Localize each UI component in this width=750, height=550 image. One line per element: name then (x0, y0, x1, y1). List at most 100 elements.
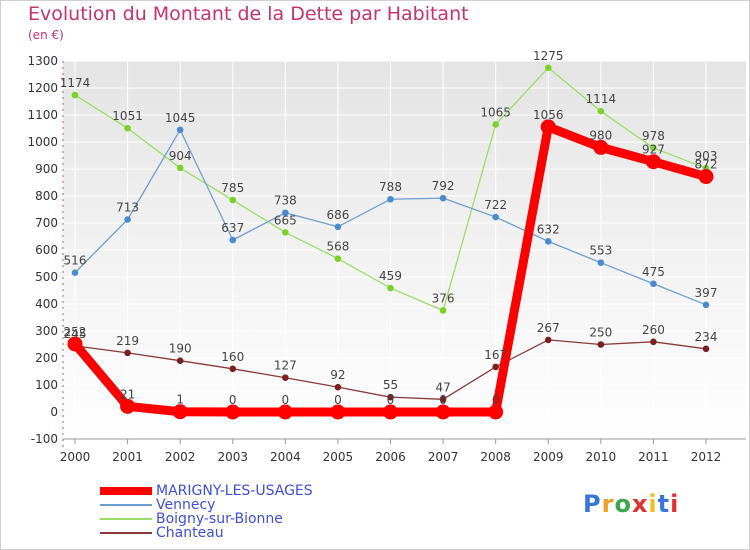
logo-letter: P (583, 490, 602, 518)
data-label: 1065 (480, 105, 511, 119)
x-tick-label: 2010 (586, 450, 617, 464)
data-label: 190 (169, 342, 192, 356)
data-point (67, 336, 83, 352)
data-label: 260 (642, 323, 665, 337)
data-point (229, 236, 237, 244)
y-tick-label: 1300 (27, 54, 58, 68)
legend-item: Chanteau (100, 526, 400, 540)
data-label: 0 (439, 393, 447, 407)
data-point (544, 238, 552, 245)
data-point (492, 213, 499, 221)
data-label: 250 (589, 326, 612, 340)
x-tick-label: 2008 (480, 450, 511, 464)
data-point (597, 341, 605, 348)
data-label: 1174 (60, 76, 91, 90)
data-point (702, 301, 710, 309)
line-chart: -100010020030040050060070080090010001100… (27, 49, 746, 464)
data-label: 637 (221, 221, 244, 235)
data-label: 927 (642, 143, 665, 157)
data-point (176, 357, 184, 365)
x-tick-label: 2005 (323, 450, 354, 464)
y-tick-label: 700 (35, 216, 58, 230)
data-point (439, 307, 447, 314)
data-point (282, 374, 289, 382)
legend-swatch (100, 487, 152, 495)
data-label: 397 (695, 286, 718, 300)
data-label: 219 (116, 334, 139, 348)
legend-label: Boigny-sur-Bionne (156, 511, 283, 527)
data-point (282, 229, 289, 236)
y-tick-label: 900 (35, 162, 58, 176)
data-point (120, 398, 136, 414)
data-point (229, 365, 237, 373)
data-point (71, 269, 79, 276)
data-point (439, 396, 447, 403)
data-point (650, 144, 657, 152)
logo-letter: t (657, 490, 671, 518)
data-label: 978 (642, 129, 665, 143)
legend-swatch (100, 518, 152, 520)
x-tick-label: 2011 (638, 450, 669, 464)
chart-title: Evolution du Montant de la Dette par Hab… (28, 3, 469, 25)
data-point (492, 363, 499, 371)
data-point (544, 64, 552, 72)
data-point (124, 124, 131, 132)
data-label: 738 (274, 194, 297, 208)
y-tick-label: 0 (50, 405, 58, 419)
data-label: 475 (642, 265, 665, 279)
data-label: 904 (169, 149, 192, 163)
data-point (124, 216, 131, 223)
data-point (225, 404, 241, 420)
data-point (387, 284, 394, 292)
data-label: 713 (116, 200, 139, 214)
legend-item: Vennecy (100, 498, 400, 512)
data-point (330, 404, 346, 420)
y-tick-label: 500 (35, 270, 58, 284)
data-label: 788 (379, 180, 402, 194)
x-tick-label: 2003 (217, 450, 248, 464)
data-point (435, 404, 451, 420)
y-tick-label: 400 (35, 297, 58, 311)
data-label: 1275 (533, 49, 564, 63)
y-tick-label: -100 (31, 432, 58, 446)
data-label: 722 (484, 198, 507, 212)
logo-letter: i (648, 490, 658, 518)
data-label: 0 (334, 393, 342, 407)
y-tick-label: 1100 (27, 108, 58, 122)
logo-letter: r (601, 490, 615, 518)
data-point (387, 393, 394, 401)
data-label: 92 (330, 368, 345, 382)
data-point (597, 259, 605, 266)
x-tick-label: 2004 (270, 450, 301, 464)
data-point (383, 404, 398, 420)
data-label: 1 (176, 393, 184, 407)
data-label: 160 (221, 350, 244, 364)
data-point (176, 164, 184, 172)
x-tick-label: 2006 (375, 450, 406, 464)
data-label: 47 (435, 380, 450, 394)
x-tick-label: 2002 (165, 450, 196, 464)
data-point (645, 154, 661, 170)
data-label: 665 (274, 213, 297, 227)
y-tick-label: 1200 (27, 81, 58, 95)
data-label: 55 (383, 378, 398, 392)
data-label: 267 (537, 321, 560, 335)
y-tick-label: 300 (35, 324, 58, 338)
y-tick-label: 1000 (27, 135, 58, 149)
chart-legend: MARIGNY-LES-USAGES Vennecy Boigny-sur-Bion… (100, 484, 400, 540)
legend-item: Boigny-sur-Bionne (100, 512, 400, 526)
x-tick-label: 2012 (691, 450, 722, 464)
y-tick-label: 800 (35, 189, 58, 203)
data-point (334, 383, 342, 391)
data-point (334, 255, 342, 262)
data-point (439, 194, 447, 202)
x-tick-label: 2001 (112, 450, 143, 464)
x-tick-label: 2000 (60, 450, 91, 464)
data-label: 872 (695, 158, 718, 172)
data-label: 252 (64, 325, 87, 339)
data-point (334, 223, 342, 231)
data-label: 0 (282, 393, 290, 407)
data-point (124, 349, 131, 357)
x-tick-label: 2007 (428, 450, 459, 464)
proxiti-logo: Proxiti (583, 490, 679, 518)
